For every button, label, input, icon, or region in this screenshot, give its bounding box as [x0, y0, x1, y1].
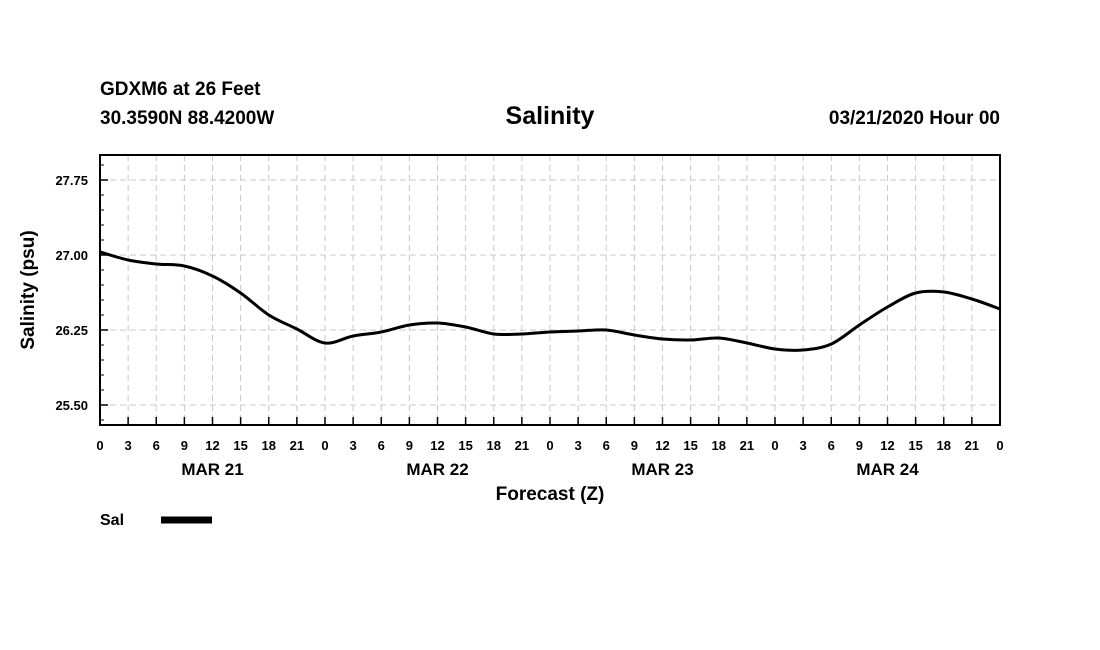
data-point: [239, 291, 242, 295]
x-tick-label: 21: [965, 438, 979, 453]
data-point: [267, 313, 270, 317]
data-point: [548, 330, 552, 334]
data-point: [408, 323, 411, 327]
data-point: [98, 250, 102, 254]
x-tick-label: 18: [262, 438, 276, 453]
data-point: [745, 341, 749, 345]
data-point: [323, 341, 327, 345]
data-point: [830, 342, 833, 346]
x-tick-label: 15: [908, 438, 922, 453]
data-point: [492, 332, 495, 336]
data-point: [717, 336, 720, 340]
grid-lines: [100, 155, 1000, 425]
x-tick-label: 18: [712, 438, 726, 453]
x-tick-label: 6: [603, 438, 610, 453]
x-tick-label: 21: [515, 438, 529, 453]
x-tick-label: 12: [430, 438, 444, 453]
x-tick-label: 12: [205, 438, 219, 453]
x-tick-label: 21: [740, 438, 754, 453]
legend: Sal: [100, 512, 212, 529]
x-tick-label: 3: [575, 438, 582, 453]
y-tick-label: 27.75: [55, 173, 88, 188]
x-tick-label: 12: [655, 438, 669, 453]
chart-title: Salinity: [506, 102, 595, 130]
x-tick-label: 18: [937, 438, 951, 453]
data-point: [380, 330, 383, 334]
x-tick-label: 0: [771, 438, 778, 453]
y-tick-label: 27.00: [55, 248, 88, 263]
data-point: [661, 337, 664, 341]
x-tick-label: 9: [406, 438, 413, 453]
day-label: MAR 21: [181, 460, 243, 479]
legend-label: Sal: [100, 512, 124, 529]
data-point: [211, 274, 214, 278]
x-tick-label: 9: [856, 438, 863, 453]
y-tick-label: 26.25: [55, 323, 88, 338]
x-tick-label: 6: [378, 438, 385, 453]
data-point: [520, 332, 524, 336]
data-point: [914, 291, 917, 295]
day-label: MAR 22: [406, 460, 468, 479]
x-tick-label: 15: [233, 438, 247, 453]
forecast-datetime: 03/21/2020 Hour 00: [829, 108, 1000, 129]
data-point: [858, 323, 861, 327]
y-axis-ticks: 25.50 26.25 27.00 27.75: [55, 164, 108, 421]
day-label: MAR 23: [631, 460, 693, 479]
x-axis-ticks: 0 3 6 9 12 15 18 21 0 3 6 9 12 15 18 21 0 3 6 9 12 15 18 21 0 3 6 9…: [96, 417, 1004, 479]
x-tick-label: 0: [546, 438, 553, 453]
x-tick-label: 3: [125, 438, 132, 453]
x-tick-label: 0: [996, 438, 1003, 453]
x-tick-label: 0: [321, 438, 328, 453]
x-tick-label: 3: [800, 438, 807, 453]
x-tick-label: 6: [828, 438, 835, 453]
x-tick-label: 15: [458, 438, 472, 453]
x-tick-label: 21: [290, 438, 304, 453]
x-tick-label: 15: [683, 438, 697, 453]
data-point: [801, 348, 805, 352]
data-point: [464, 325, 467, 329]
x-tick-label: 0: [96, 438, 103, 453]
data-point: [126, 258, 130, 262]
data-point: [633, 333, 636, 337]
x-tick-label: 3: [350, 438, 357, 453]
data-point: [689, 338, 692, 342]
x-tick-label: 9: [181, 438, 188, 453]
data-point: [183, 264, 186, 268]
data-point: [605, 328, 608, 332]
coordinates-label: 30.3590N 88.4200W: [100, 108, 274, 129]
x-axis-label: Forecast (Z): [496, 484, 605, 505]
data-point: [155, 262, 158, 266]
data-point: [970, 297, 974, 301]
data-point: [351, 334, 355, 338]
y-axis-label: Salinity (psu): [18, 230, 39, 349]
data-point: [576, 329, 580, 333]
x-tick-label: 9: [631, 438, 638, 453]
series-layer: [98, 250, 1002, 352]
data-point: [998, 307, 1002, 311]
day-label: MAR 24: [856, 460, 919, 479]
x-tick-label: 12: [880, 438, 894, 453]
y-tick-label: 25.50: [55, 398, 88, 413]
data-point: [773, 347, 777, 351]
station-label: GDXM6 at 26 Feet: [100, 79, 261, 100]
x-tick-label: 6: [153, 438, 160, 453]
data-point: [436, 321, 439, 325]
data-point: [295, 327, 299, 331]
data-point: [886, 305, 889, 309]
data-point: [942, 290, 945, 294]
x-tick-label: 18: [487, 438, 501, 453]
